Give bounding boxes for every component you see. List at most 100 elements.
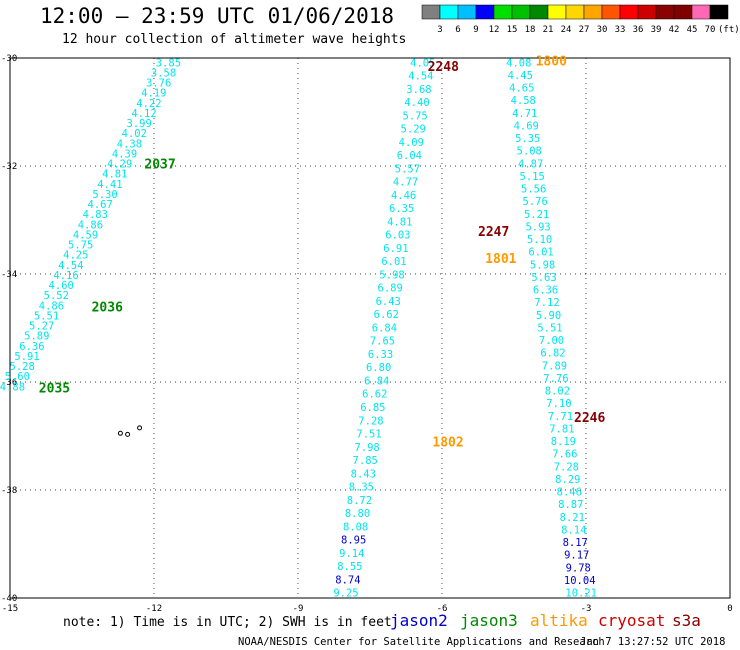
- swh-value: 7.81: [549, 423, 574, 435]
- swh-value: 4.02: [122, 128, 147, 140]
- swh-value: 5.57: [395, 163, 420, 175]
- swh-value: 4.12: [131, 108, 156, 120]
- swh-value: 4.38: [117, 138, 142, 150]
- swh-value: 4.45: [508, 70, 533, 82]
- time-label: 2246: [574, 411, 605, 426]
- swh-value: 5.98: [379, 269, 404, 281]
- colorbar-label: 3: [437, 25, 442, 35]
- swh-value: 4.69: [514, 120, 539, 132]
- footer-timestamp: Jan 7 13:27:52 UTC 2018: [580, 636, 725, 648]
- swh-value: 4.25: [63, 250, 88, 262]
- land-marks: [117, 425, 143, 437]
- grid-lines: [10, 58, 730, 598]
- swh-value: 4.22: [136, 98, 161, 110]
- swh-value: 5.98: [530, 259, 555, 271]
- time-label: 2036: [92, 300, 123, 315]
- swh-value: 4.87: [518, 158, 543, 170]
- swh-value: 10.21: [565, 588, 597, 600]
- swh-value: 4.58: [511, 95, 536, 107]
- swh-value: 8.72: [347, 495, 372, 507]
- colorbar-swatch: [691, 4, 711, 20]
- colorbar-label: 21: [543, 25, 554, 35]
- swh-value: 5.60: [5, 371, 30, 383]
- swh-value: 8.19: [551, 436, 576, 448]
- axis-ticks: -15 -12 -9 -6 -3 0-30-32-34-36-38-40: [1, 54, 733, 614]
- swh-value: 8.08: [343, 521, 368, 533]
- swh-value: 5.93: [525, 221, 550, 233]
- swh-value: 7.89: [542, 360, 567, 372]
- colorbar-swatch: [511, 4, 531, 20]
- swh-value: 6.91: [383, 243, 408, 255]
- swh-value: 5.15: [520, 171, 545, 183]
- swh-value: 5.56: [521, 184, 546, 196]
- swh-value: 5.89: [24, 331, 49, 343]
- swh-value: 6.33: [368, 349, 393, 361]
- colorbar-label: 33: [615, 25, 626, 35]
- colorbar-swatch: [619, 4, 639, 20]
- swh-value: 3.85: [156, 57, 181, 69]
- legend-entry-jason3: jason3: [460, 611, 518, 630]
- swh-value: 10.04: [564, 575, 596, 587]
- swh-value: 3.58: [151, 67, 176, 79]
- legend-entry-altika: altika: [530, 611, 588, 630]
- legend-entry-cryosat: cryosat: [598, 611, 665, 630]
- footer-credit: NOAA/NESDIS Center for Satellite Applica…: [238, 636, 605, 648]
- swh-value: 8.29: [555, 474, 580, 486]
- swh-value: 6.84: [364, 375, 389, 387]
- swh-value: 5.30: [92, 189, 117, 201]
- swh-value: 3.68: [406, 84, 431, 96]
- swh-value: 8.80: [345, 508, 370, 520]
- swh-value: 8.35: [349, 482, 374, 494]
- swh-value: 4.86: [39, 300, 64, 312]
- swh-value: 4.05: [410, 57, 435, 69]
- swh-value: 5.91: [14, 351, 39, 363]
- swh-value: 4.60: [49, 280, 74, 292]
- swh-value: 4.88: [0, 381, 25, 393]
- y-tick-label: -36: [1, 378, 17, 388]
- time-labels: 2037 2036 2035 2248 2247 2246 1800 1801 1802: [39, 55, 606, 451]
- swh-value: 6.36: [19, 341, 44, 353]
- swh-value: 6.62: [374, 309, 399, 321]
- swh-value: 4.77: [393, 177, 418, 189]
- colorbar-label: 36: [633, 25, 644, 35]
- swh-value: 4.29: [107, 159, 132, 171]
- satellite-tracks: 3.853.583.764.194.224.123.994.024.384.39…: [0, 57, 597, 599]
- colorbar-swatch: [709, 4, 729, 20]
- colorbar-label: 6: [455, 25, 460, 35]
- swh-value: 8.14: [561, 524, 586, 536]
- swh-value: 4.08: [506, 57, 531, 69]
- swh-value: 6.62: [362, 389, 387, 401]
- time-label: 2035: [39, 381, 70, 396]
- swh-value: 5.29: [401, 124, 426, 136]
- colorbar-swatch: [457, 4, 477, 20]
- footer-note: note: 1) Time is in UTC; 2) SWH is in fe…: [63, 615, 392, 630]
- colorbar-label: 15: [507, 25, 518, 35]
- time-label: 1802: [432, 435, 463, 450]
- swh-value: 6.89: [378, 283, 403, 295]
- colorbar-swatch: [637, 4, 657, 20]
- y-tick-label: -30: [1, 54, 17, 64]
- swh-value: 4.59: [73, 229, 98, 241]
- swh-value: 7.85: [353, 455, 378, 467]
- swh-value: 8.17: [563, 537, 588, 549]
- swh-value: 7.65: [370, 336, 395, 348]
- swh-value: 5.90: [536, 310, 561, 322]
- x-tick-label: -15: [2, 604, 18, 614]
- swh-value: 3.99: [127, 118, 152, 130]
- swh-value: 4.19: [141, 88, 166, 100]
- colorbar-label: 18: [525, 25, 536, 35]
- swh-value: 4.41: [97, 179, 122, 191]
- swh-value: 4.39: [112, 148, 137, 160]
- colorbar-swatch: [547, 4, 567, 20]
- swh-value: 4.54: [408, 71, 433, 83]
- swh-value: 7.71: [548, 411, 573, 423]
- legend: jason2 jason3 altika cryosat s3a: [390, 611, 701, 630]
- swh-value: 6.01: [381, 256, 406, 268]
- swh-value: 7.00: [539, 335, 564, 347]
- x-tick-label: -12: [146, 604, 162, 614]
- swh-value: 5.51: [34, 310, 59, 322]
- swh-value: 9.17: [564, 550, 589, 562]
- colorbar-swatch: [565, 4, 585, 20]
- colorbar-swatch: [475, 4, 495, 20]
- colorbar-swatch: [601, 4, 621, 20]
